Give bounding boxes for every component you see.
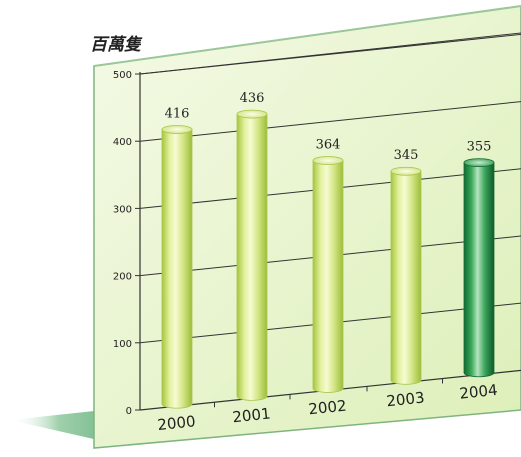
bar-cap-2001 bbox=[236, 109, 268, 119]
x-tick-label-2002: 2002 bbox=[308, 397, 348, 419]
bar-cap-2004 bbox=[463, 158, 495, 168]
x-tick-label-2001: 2001 bbox=[232, 404, 272, 426]
bar-body-2002 bbox=[312, 160, 344, 393]
bar-body-2004 bbox=[463, 162, 495, 378]
y-tick-label-100: 100 bbox=[113, 339, 132, 350]
value-label-2003: 345 bbox=[394, 148, 419, 163]
y-tick-label-300: 300 bbox=[113, 204, 132, 215]
value-label-2004: 355 bbox=[467, 140, 492, 155]
bar-cap-2000 bbox=[161, 125, 193, 134]
bar-body-2000 bbox=[161, 129, 193, 409]
y-tick-label-500: 500 bbox=[113, 70, 132, 81]
gridline-400 bbox=[139, 101, 521, 142]
bar-2001: 436 bbox=[236, 91, 268, 401]
value-label-2002: 364 bbox=[316, 138, 341, 153]
bar-body-2001 bbox=[236, 113, 268, 401]
gridline-500 bbox=[139, 33, 521, 75]
unit-label: 百萬隻 bbox=[90, 35, 143, 55]
bars: 416 436 364 345 355 bbox=[161, 91, 495, 409]
bar-cap-2002 bbox=[312, 156, 344, 165]
bar-body-2003 bbox=[390, 170, 422, 385]
x-tick-label-2000: 2000 bbox=[157, 412, 197, 434]
y-tick-label-200: 200 bbox=[113, 272, 132, 283]
value-label-2001: 436 bbox=[240, 91, 265, 106]
x-tick-label-2004: 2004 bbox=[459, 381, 499, 403]
y-tick-label-400: 400 bbox=[113, 137, 132, 148]
bar-2000: 416 bbox=[161, 106, 193, 409]
x-axis-labels: 2000 2001 2002 2003 2004 bbox=[157, 378, 499, 434]
x-tick-label-2003: 2003 bbox=[386, 388, 426, 410]
bar-cap-2003 bbox=[390, 166, 422, 176]
y-axis: 0 100 200 300 400 500 bbox=[113, 70, 521, 417]
bar-2002: 364 bbox=[312, 138, 344, 393]
bar-2003: 345 bbox=[390, 148, 422, 385]
value-label-2000: 416 bbox=[165, 106, 190, 121]
panel-top-edge bbox=[93, 5, 521, 67]
y-tick-label-0: 0 bbox=[126, 406, 132, 417]
bar-2004: 355 bbox=[463, 140, 495, 378]
